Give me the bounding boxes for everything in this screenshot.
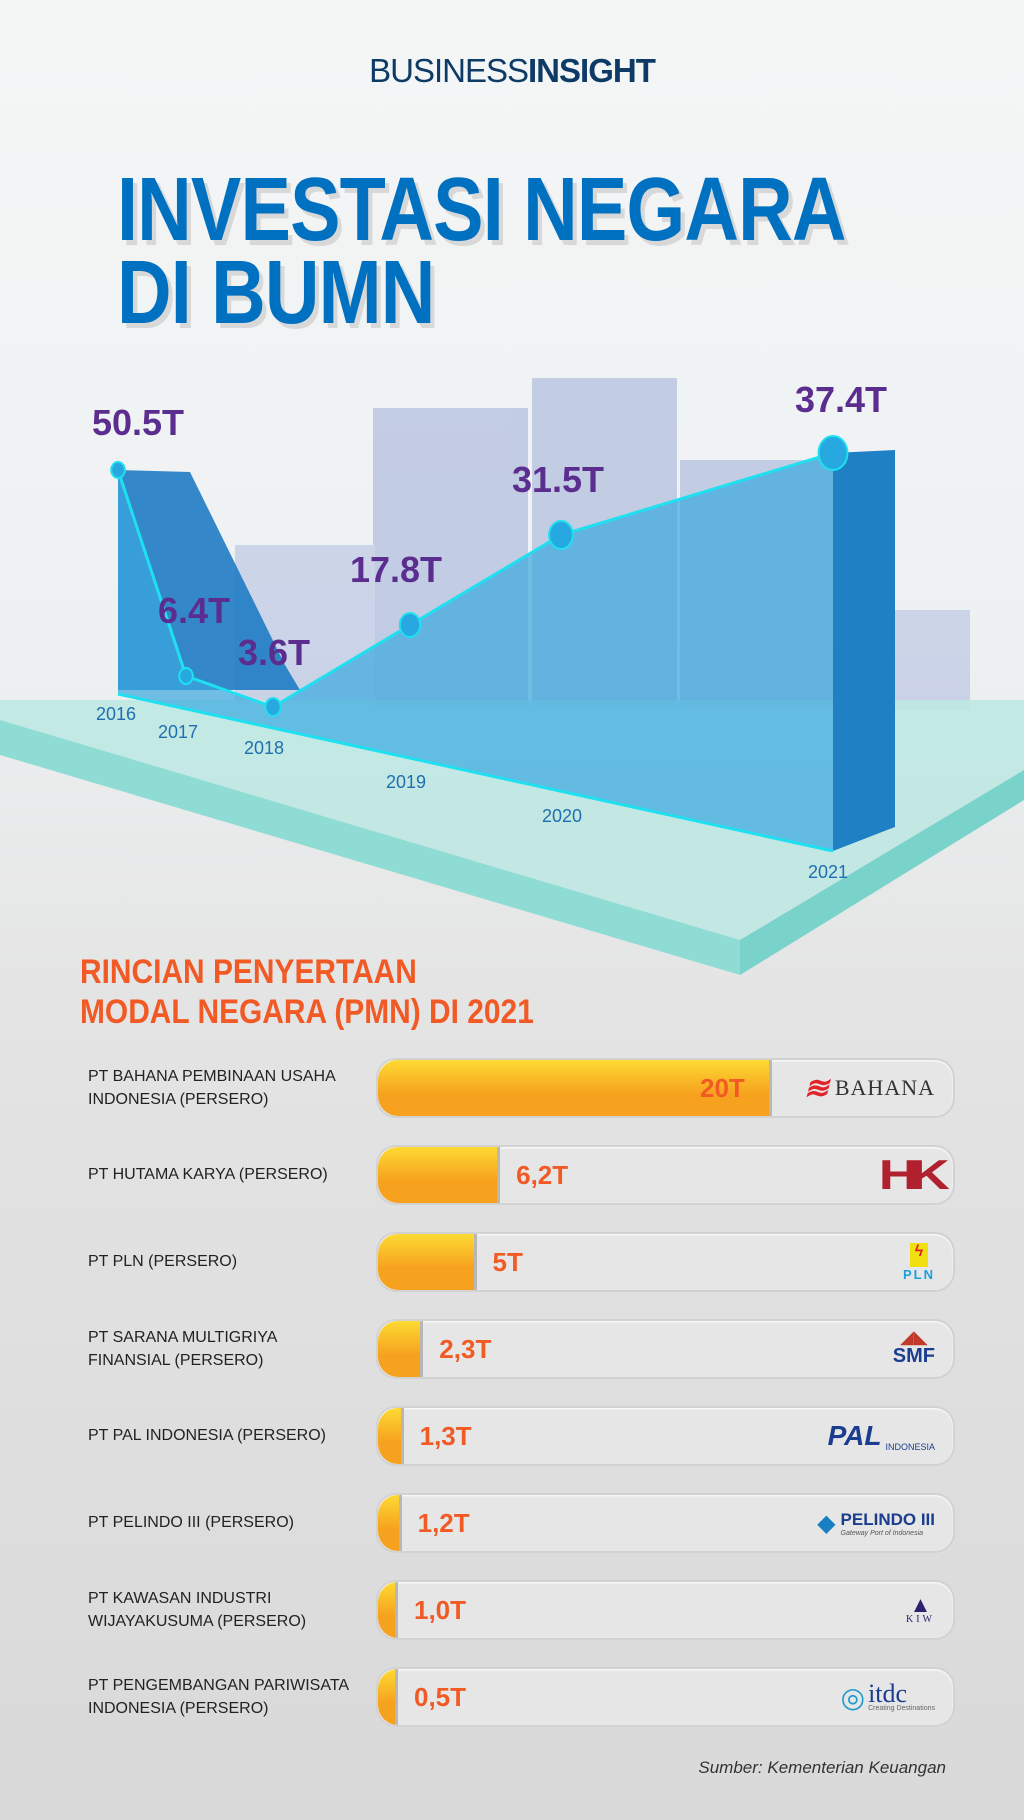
pmn-value: 0,5T bbox=[414, 1681, 467, 1712]
pmn-bar-fill bbox=[378, 1669, 398, 1725]
pmn-row: PT PLN (PERSERO) 5T ϟ PLN bbox=[0, 1232, 1024, 1292]
pmn-bar-fill bbox=[378, 1060, 772, 1116]
pmn-bar-fill bbox=[378, 1234, 477, 1290]
company-logo: ▲ KIW bbox=[906, 1582, 935, 1638]
year-label-2021: 2021 bbox=[808, 862, 848, 882]
value-label-2021: 37.4T bbox=[795, 379, 887, 420]
bahana-logo: ≋ BAHANA bbox=[803, 1071, 935, 1105]
pln-logo: ϟ PLN bbox=[903, 1242, 935, 1282]
pmn-row: PT PELINDO III (PERSERO) 1,2T ◆ PELINDO I… bbox=[0, 1493, 1024, 1553]
page-title-line1: INVESTASI NEGARA bbox=[117, 160, 846, 260]
pmn-row: PT PAL INDONESIA (PERSERO) 1,3T PAL INDON… bbox=[0, 1406, 1024, 1466]
pmn-bar: 1,2T ◆ PELINDO III Gateway Port of Indones… bbox=[376, 1493, 955, 1553]
company-logo: ◢◣ SMF bbox=[893, 1321, 935, 1377]
pmn-bar: 1,0T ▲ KIW bbox=[376, 1580, 955, 1640]
pmn-bar: 0,5T ◎ itdc Creating Destinations bbox=[376, 1667, 955, 1727]
investment-chart: 50.5T 2016 6.4T 2017 3.6T 2018 17.8T 2019 31.5T 2… bbox=[0, 378, 1024, 975]
company-name: PT BAHANA PEMBINAAN USAHA INDONESIA (PER… bbox=[88, 1067, 335, 1108]
pmn-bar: 5T ϟ PLN bbox=[376, 1232, 955, 1292]
pmn-value: 20T bbox=[700, 1072, 745, 1103]
company-name: PT PENGEMBANGAN PARIWISATA INDONESIA (PE… bbox=[88, 1676, 349, 1717]
pmn-bar-fill bbox=[378, 1321, 424, 1377]
company-logo: ≋ BAHANA bbox=[804, 1060, 935, 1116]
pmn-bar: 20T ≋ BAHANA bbox=[376, 1058, 955, 1118]
year-label-2019: 2019 bbox=[386, 772, 426, 792]
pmn-value: 1,3T bbox=[419, 1420, 472, 1451]
pmn-value: 2,3T bbox=[439, 1333, 492, 1364]
pmn-value: 6,2T bbox=[516, 1159, 569, 1190]
section-title-line1: RINCIAN PENYERTAAN bbox=[80, 953, 417, 991]
year-label-2017: 2017 bbox=[158, 722, 198, 742]
pmn-bar-fill bbox=[378, 1582, 398, 1638]
itdc-logo: ◎ itdc Creating Destinations bbox=[840, 1678, 935, 1713]
company-logo: ◆ PELINDO III Gateway Port of Indonesia bbox=[817, 1495, 935, 1551]
pmn-bar: 2,3T ◢◣ SMF bbox=[376, 1319, 955, 1379]
pmn-value: 1,0T bbox=[414, 1594, 467, 1625]
pelindo-logo: ◆ PELINDO III Gateway Port of Indonesia bbox=[817, 1509, 935, 1537]
company-logo: PAL INDONESIA bbox=[828, 1408, 935, 1464]
value-label-2020: 31.5T bbox=[512, 459, 604, 500]
source-note: Sumber: Kementerian Keuangan bbox=[698, 1758, 946, 1777]
pmn-row: PT HUTAMA KARYA (PERSERO) 6,2T HK bbox=[0, 1145, 1024, 1205]
company-name: PT SARANA MULTIGRIYA FINANSIAL (PERSERO) bbox=[88, 1328, 277, 1369]
pmn-bar-fill bbox=[378, 1495, 402, 1551]
pmn-row: PT KAWASAN INDUSTRI WIJAYAKUSUMA (PERSER… bbox=[0, 1580, 1024, 1640]
chart-line bbox=[116, 451, 834, 709]
company-logo: HK bbox=[879, 1147, 950, 1203]
pmn-bar-fill bbox=[378, 1147, 501, 1203]
data-point-2019 bbox=[398, 612, 422, 638]
year-label-2020: 2020 bbox=[542, 806, 582, 826]
data-point-2016 bbox=[110, 461, 126, 479]
pmn-value: 1,2T bbox=[417, 1507, 470, 1538]
page-title-line2: DI BUMN bbox=[117, 243, 435, 343]
pmn-row: PT BAHANA PEMBINAAN USAHA INDONESIA (PER… bbox=[0, 1058, 1024, 1118]
hutama-karya-logo: HK bbox=[879, 1151, 950, 1198]
company-name: PT PELINDO III (PERSERO) bbox=[88, 1514, 294, 1532]
brand-part2: INSIGHT bbox=[528, 52, 656, 89]
chart-area bbox=[118, 453, 833, 851]
floor-plate-side bbox=[740, 770, 1024, 975]
year-label-2016: 2016 bbox=[96, 704, 136, 724]
chart-baseline bbox=[117, 692, 834, 853]
floor-plate-front bbox=[0, 720, 740, 975]
value-label-2017: 6.4T bbox=[158, 590, 230, 631]
data-point-2020 bbox=[548, 520, 574, 550]
data-point-2021 bbox=[817, 435, 849, 471]
pmn-bar-fill bbox=[378, 1408, 404, 1464]
brand-logo: BUSINESSINSIGHT bbox=[0, 52, 1024, 90]
data-point-2018 bbox=[264, 697, 282, 717]
company-name: PT KAWASAN INDUSTRI WIJAYAKUSUMA (PERSER… bbox=[88, 1589, 307, 1630]
company-name: PT PLN (PERSERO) bbox=[88, 1253, 238, 1271]
chart-side-panel bbox=[833, 450, 895, 851]
value-label-2018: 3.6T bbox=[238, 632, 310, 673]
pal-logo: PAL INDONESIA bbox=[827, 1420, 935, 1452]
company-name: PT PAL INDONESIA (PERSERO) bbox=[88, 1427, 326, 1445]
data-point-2017 bbox=[178, 667, 194, 685]
value-label-2019: 17.8T bbox=[350, 549, 442, 590]
kiw-logo: ▲ KIW bbox=[906, 1591, 935, 1626]
value-label-2016: 50.5T bbox=[92, 402, 184, 443]
company-logo: ◎ itdc Creating Destinations bbox=[841, 1669, 935, 1725]
section-title-line2: MODAL NEGARA (PMN) DI 2021 bbox=[80, 993, 534, 1031]
pmn-row: PT SARANA MULTIGRIYA FINANSIAL (PERSERO)… bbox=[0, 1319, 1024, 1379]
pmn-bar: 6,2T HK bbox=[376, 1145, 955, 1205]
pmn-row: PT PENGEMBANGAN PARIWISATA INDONESIA (PE… bbox=[0, 1667, 1024, 1727]
company-name: PT HUTAMA KARYA (PERSERO) bbox=[88, 1166, 328, 1184]
company-logo: ϟ PLN bbox=[903, 1234, 935, 1290]
pmn-bar: 1,3T PAL INDONESIA bbox=[376, 1406, 955, 1466]
year-label-2018: 2018 bbox=[244, 738, 284, 758]
pmn-value: 5T bbox=[492, 1246, 523, 1277]
smf-logo: ◢◣ SMF bbox=[892, 1327, 935, 1367]
brand-part1: BUSINESS bbox=[369, 52, 529, 89]
